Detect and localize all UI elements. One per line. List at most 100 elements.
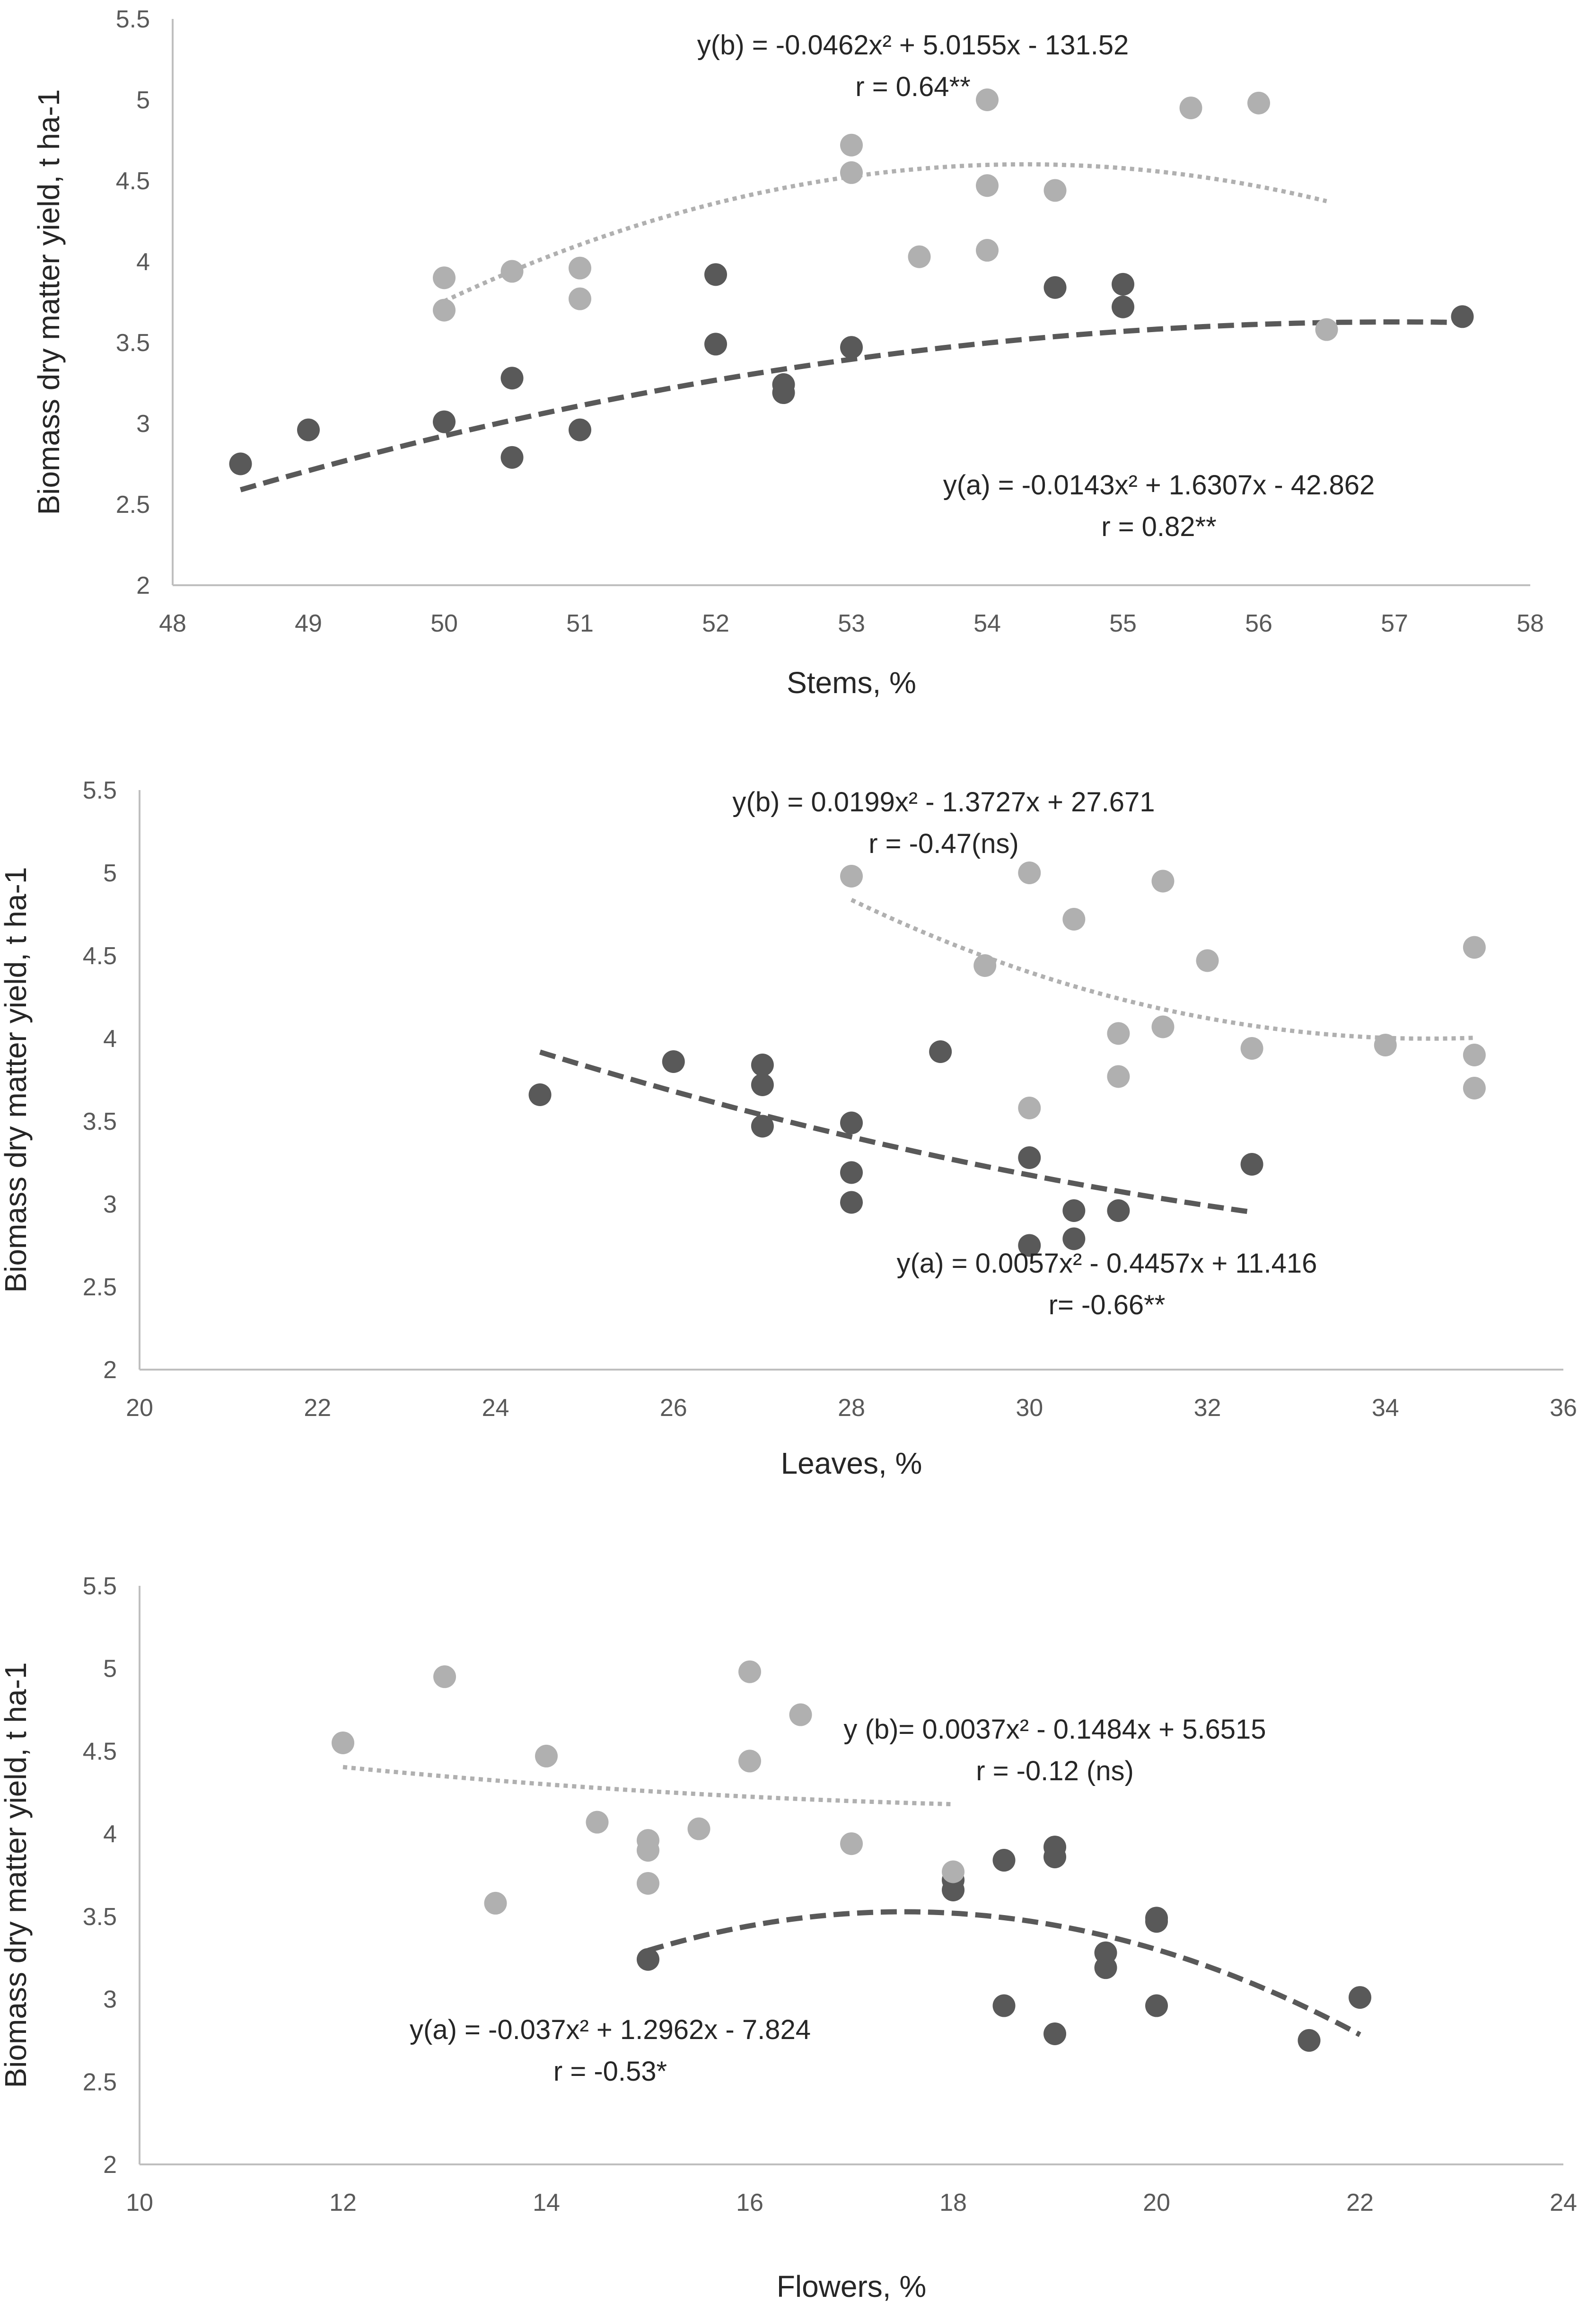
data-point-a — [500, 367, 524, 390]
data-point-a — [1018, 1146, 1041, 1169]
data-point-b — [1179, 97, 1202, 120]
data-point-a — [704, 263, 727, 286]
y-tick-label: 2.5 — [83, 1274, 117, 1301]
data-point-b — [1463, 936, 1486, 959]
data-point-a — [929, 1040, 952, 1063]
x-tick-label: 12 — [329, 2189, 357, 2216]
data-point-b — [1315, 318, 1338, 341]
data-point-b — [1240, 1037, 1263, 1060]
data-point-a — [1112, 295, 1134, 318]
y-tick-label: 4.5 — [116, 167, 150, 195]
data-point-b — [1018, 1097, 1041, 1119]
data-point-a — [1145, 1910, 1168, 1933]
data-point-b — [942, 1860, 965, 1883]
data-point-b — [433, 266, 456, 290]
y-tick-label: 3 — [103, 1986, 117, 2013]
data-point-a — [992, 1994, 1016, 2017]
x-tick-label: 58 — [1517, 610, 1544, 637]
data-point-b — [500, 260, 524, 283]
data-point-b — [1044, 179, 1067, 202]
y-tick-label: 4 — [103, 1820, 117, 1848]
data-point-b — [569, 256, 591, 280]
y-tick-label: 5 — [136, 87, 150, 114]
data-point-a — [840, 1161, 863, 1184]
r-value-label-b: r = 0.64** — [855, 71, 970, 102]
r-value-label-a: r = -0.53* — [553, 2056, 667, 2087]
data-point-b — [840, 133, 863, 157]
data-point-a — [840, 1111, 863, 1134]
y-axis-title: Biomass dry matter yield, t ha-1 — [0, 1662, 33, 2088]
y-tick-label: 5 — [103, 860, 117, 887]
x-tick-label: 36 — [1550, 1394, 1577, 1422]
x-tick-label: 14 — [533, 2189, 560, 2216]
data-point-a — [662, 1050, 685, 1073]
x-axis-title: Flowers, % — [777, 2269, 927, 2303]
x-tick-label: 18 — [939, 2189, 967, 2216]
data-point-a — [1240, 1153, 1263, 1176]
data-point-b — [433, 299, 456, 322]
x-axis-title: Stems, % — [787, 666, 916, 700]
y-tick-label: 5.5 — [83, 777, 117, 804]
y-tick-label: 2 — [136, 572, 150, 599]
x-tick-label: 22 — [304, 1394, 331, 1422]
data-point-b — [1018, 862, 1041, 884]
data-point-b — [1463, 1044, 1486, 1066]
r-value-label-b: r = -0.47(ns) — [868, 828, 1019, 859]
y-tick-label: 4.5 — [83, 1738, 117, 1765]
data-point-a — [1044, 1846, 1066, 1869]
y-tick-label: 5.5 — [116, 6, 150, 33]
data-point-a — [1298, 2029, 1321, 2052]
x-tick-label: 30 — [1016, 1394, 1043, 1422]
trendline-a — [539, 1049, 1253, 1215]
trendline-a — [239, 319, 1463, 492]
x-tick-label: 51 — [566, 610, 594, 637]
y-tick-label: 3 — [136, 410, 150, 438]
y-tick-label: 4.5 — [83, 942, 117, 970]
data-point-a — [1112, 273, 1134, 296]
data-point-b — [637, 1872, 659, 1895]
x-tick-label: 10 — [126, 2189, 153, 2216]
equation-label-b: y (b)= 0.0037x² - 0.1484x + 5.6515 — [843, 1714, 1266, 1745]
x-tick-label: 22 — [1346, 2189, 1374, 2216]
x-tick-label: 24 — [482, 1394, 509, 1422]
data-point-b — [1247, 91, 1270, 114]
y-tick-label: 3.5 — [116, 329, 150, 357]
chart-panel-2: 2 2.5 3 3.5 4 4.5 5 5.5 20 22 24 26 28 30 32 34 36 Leaves… — [0, 777, 1577, 1480]
data-point-a — [840, 1191, 863, 1214]
data-point-b — [1374, 1034, 1397, 1056]
x-axis-title: Leaves, % — [781, 1446, 922, 1480]
data-point-b — [976, 174, 999, 197]
x-tick-label: 52 — [702, 610, 729, 637]
trendline-b — [443, 162, 1327, 303]
data-point-a — [637, 1948, 659, 1971]
data-point-a — [704, 333, 727, 356]
data-point-b — [687, 1817, 710, 1840]
data-point-a — [1451, 305, 1474, 328]
equation-label-b: y(b) = -0.0462x² + 5.0155x - 131.52 — [697, 30, 1129, 61]
chart-panel-1: 2 2.5 3 3.5 4 4.5 5 5.5 48 49 50 51 52 53 54 55 56 57 58 St… — [32, 6, 1544, 700]
data-point-b — [1151, 870, 1175, 893]
y-axis-title: Biomass dry matter yield, t ha-1 — [32, 89, 66, 515]
data-point-a — [751, 1054, 774, 1076]
data-point-b — [976, 239, 999, 262]
y-tick-label: 2 — [103, 1356, 117, 1384]
data-point-a — [1094, 1956, 1117, 1979]
x-tick-label: 26 — [660, 1394, 687, 1422]
data-point-b — [840, 1832, 863, 1855]
r-value-label-a: r= -0.66** — [1049, 1290, 1166, 1320]
equation-label-b: y(b) = 0.0199x² - 1.3727x + 27.671 — [732, 787, 1155, 818]
x-tick-label: 32 — [1194, 1394, 1221, 1422]
data-point-a — [297, 418, 320, 441]
x-tick-label: 57 — [1381, 610, 1408, 637]
data-point-b — [973, 954, 997, 977]
data-point-a — [772, 381, 795, 404]
x-tick-label: 50 — [430, 610, 458, 637]
x-tick-label: 24 — [1550, 2189, 1577, 2216]
r-value-label-b: r = -0.12 (ns) — [976, 1756, 1134, 1786]
data-point-b — [840, 865, 863, 888]
data-point-a — [569, 418, 591, 441]
y-tick-label: 4 — [103, 1025, 117, 1053]
data-point-a — [229, 452, 252, 475]
